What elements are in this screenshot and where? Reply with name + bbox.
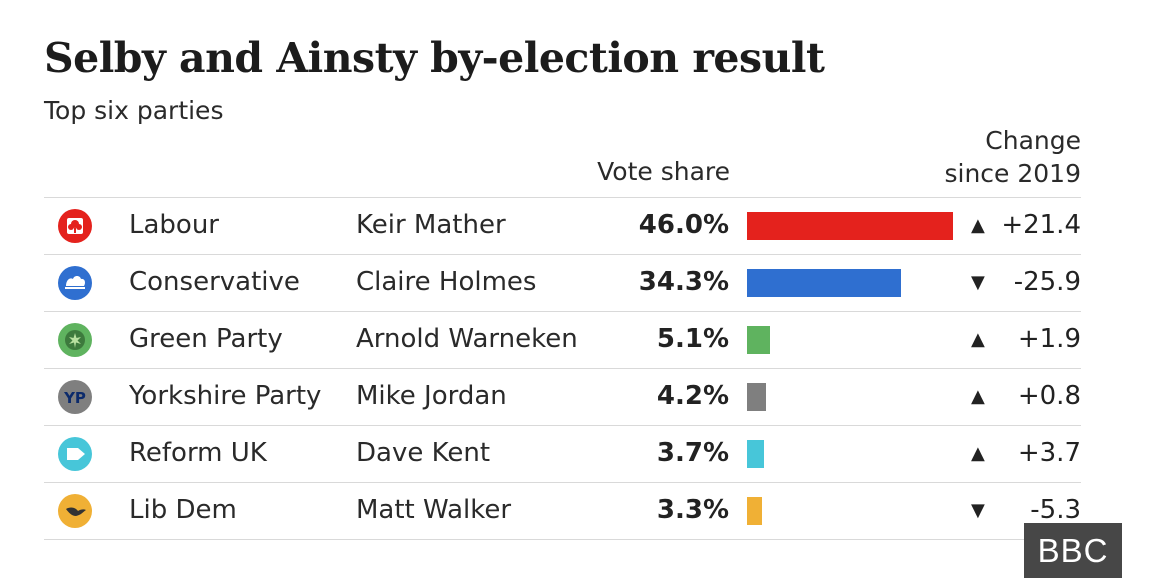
change-header: Change since 2019 (944, 124, 1081, 190)
change-value: +0.8 (1017, 381, 1081, 411)
party-name: Lib Dem (129, 495, 237, 525)
table-row: Conservative Claire Holmes 34.3% ▼ -25.9 (44, 255, 1081, 312)
lib-dem-bird-logo-icon (58, 494, 92, 528)
triangle-up-icon: ▲ (971, 443, 985, 464)
party-name: Reform UK (129, 438, 267, 468)
table-row: Reform UK Dave Kent 3.7% ▲ +3.7 (44, 426, 1081, 483)
change-value: +1.9 (1017, 324, 1081, 354)
vote-share-label: 3.3% (656, 495, 729, 525)
triangle-up-icon: ▲ (971, 215, 985, 236)
results-table: Labour Keir Mather 46.0% ▲ +21.4 Conservativ… (44, 197, 1081, 540)
vote-share-bar (747, 383, 766, 411)
reform-uk-arrow-logo-icon (58, 437, 92, 471)
vote-share-bar (747, 497, 762, 525)
change-value: +21.4 (1001, 210, 1081, 240)
conservative-tree-logo-icon (58, 266, 92, 300)
labour-rose-logo-icon (58, 209, 92, 243)
chart-title: Selby and Ainsty by-election result (44, 34, 825, 82)
svg-text:YP: YP (63, 389, 86, 407)
vote-share-label: 46.0% (638, 210, 729, 240)
party-name: Yorkshire Party (129, 381, 322, 411)
triangle-down-icon: ▼ (971, 272, 985, 293)
table-row: YP Yorkshire Party Mike Jordan 4.2% ▲ +0.8 (44, 369, 1081, 426)
candidate-name: Matt Walker (356, 495, 512, 525)
triangle-up-icon: ▲ (971, 386, 985, 407)
vote-share-label: 5.1% (656, 324, 729, 354)
vote-share-bar (747, 269, 901, 297)
change-header-line1: Change (985, 126, 1081, 155)
change-value: -5.3 (1030, 495, 1081, 525)
yorkshire-party-yp-logo-icon: YP (58, 380, 92, 414)
chart-subtitle: Top six parties (44, 96, 224, 125)
vote-share-label: 34.3% (638, 267, 729, 297)
candidate-name: Arnold Warneken (356, 324, 578, 354)
change-header-line2: since 2019 (944, 159, 1081, 188)
candidate-name: Keir Mather (356, 210, 506, 240)
triangle-up-icon: ▲ (971, 329, 985, 350)
vote-share-bar (747, 326, 770, 354)
vote-share-label: 4.2% (656, 381, 729, 411)
party-name: Labour (129, 210, 219, 240)
change-value: +3.7 (1017, 438, 1081, 468)
change-value: -25.9 (1013, 267, 1081, 297)
green-party-logo-icon (58, 323, 92, 357)
vote-share-bar (747, 212, 953, 240)
table-row: Labour Keir Mather 46.0% ▲ +21.4 (44, 198, 1081, 255)
party-name: Green Party (129, 324, 283, 354)
bbc-watermark: BBC (1024, 523, 1122, 578)
table-row: Lib Dem Matt Walker 3.3% ▼ -5.3 (44, 483, 1081, 540)
candidate-name: Mike Jordan (356, 381, 507, 411)
party-name: Conservative (129, 267, 300, 297)
vote-share-header: Vote share (597, 157, 730, 186)
vote-share-label: 3.7% (656, 438, 729, 468)
candidate-name: Dave Kent (356, 438, 491, 468)
vote-share-bar (747, 440, 764, 468)
triangle-down-icon: ▼ (971, 500, 985, 521)
candidate-name: Claire Holmes (356, 267, 537, 297)
table-row: Green Party Arnold Warneken 5.1% ▲ +1.9 (44, 312, 1081, 369)
